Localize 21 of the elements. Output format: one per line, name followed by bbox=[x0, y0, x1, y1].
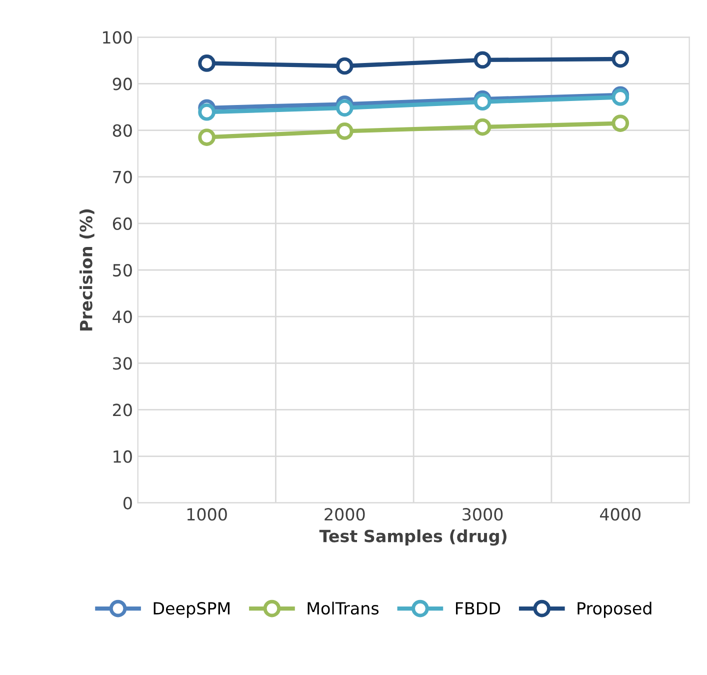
y-tick-label: 90 bbox=[112, 78, 132, 90]
y-tick-label: 80 bbox=[112, 124, 132, 137]
y-tick-label: 100 bbox=[103, 31, 132, 44]
legend-label: Proposed bbox=[578, 602, 652, 618]
y-tick-label: 40 bbox=[112, 310, 132, 324]
x-axis-title: Test Samples (drug) bbox=[319, 529, 506, 546]
legend-label: FBDD bbox=[456, 602, 500, 614]
x-tick-label: 2000 bbox=[324, 508, 365, 521]
y-tick-label: 60 bbox=[112, 217, 132, 230]
legend-label: DeepSPM bbox=[154, 602, 230, 618]
legend-label: MolTrans bbox=[308, 602, 379, 615]
y-tick-label: 20 bbox=[113, 404, 132, 416]
y-tick-label: 0 bbox=[124, 496, 132, 510]
y-tick-label: 70 bbox=[113, 170, 132, 184]
x-tick-label: 3000 bbox=[462, 508, 503, 521]
y-tick-label: 50 bbox=[113, 264, 132, 277]
y-tick-label: 10 bbox=[114, 450, 132, 463]
y-axis-title: Precision (%) bbox=[80, 209, 94, 330]
x-tick-label: 4000 bbox=[600, 508, 640, 521]
x-tick-label: 1000 bbox=[187, 508, 227, 521]
y-tick-label: 30 bbox=[113, 357, 132, 370]
